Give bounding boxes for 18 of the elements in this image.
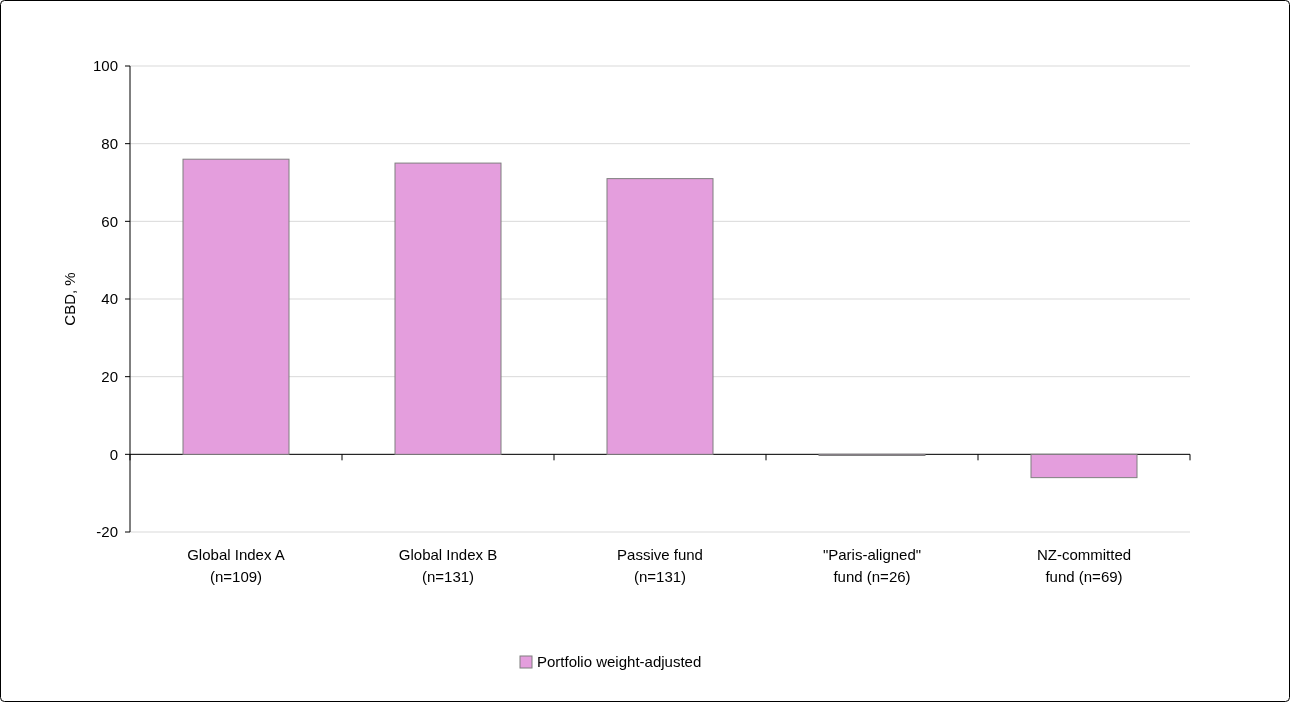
x-tick-label: "Paris-aligned" fund (n=26) <box>822 546 922 585</box>
x-tick-label: Global Index A (n=109) <box>187 546 285 585</box>
bar <box>606 178 714 455</box>
legend-label: Portfolio weight-adjusted <box>537 653 702 671</box>
y-tick-label: 40 <box>101 290 118 308</box>
bar <box>182 158 290 455</box>
x-tick-label: Global Index B (n=131) <box>398 546 498 585</box>
y-tick-label: 80 <box>101 134 118 152</box>
y-tick-label: 100 <box>92 57 118 75</box>
y-tick-label: 20 <box>101 367 118 385</box>
x-tick-label: Passive fund (n=131) <box>617 546 703 585</box>
y-tick-label: 0 <box>109 445 118 463</box>
y-axis-title: CBD, % <box>61 272 78 326</box>
bar <box>394 162 502 455</box>
y-tick-label: -20 <box>96 523 118 541</box>
x-tick-label: NZ-committed fund (n=69) <box>1036 546 1132 585</box>
y-tick-label: 60 <box>101 212 118 230</box>
bar <box>1030 453 1138 479</box>
